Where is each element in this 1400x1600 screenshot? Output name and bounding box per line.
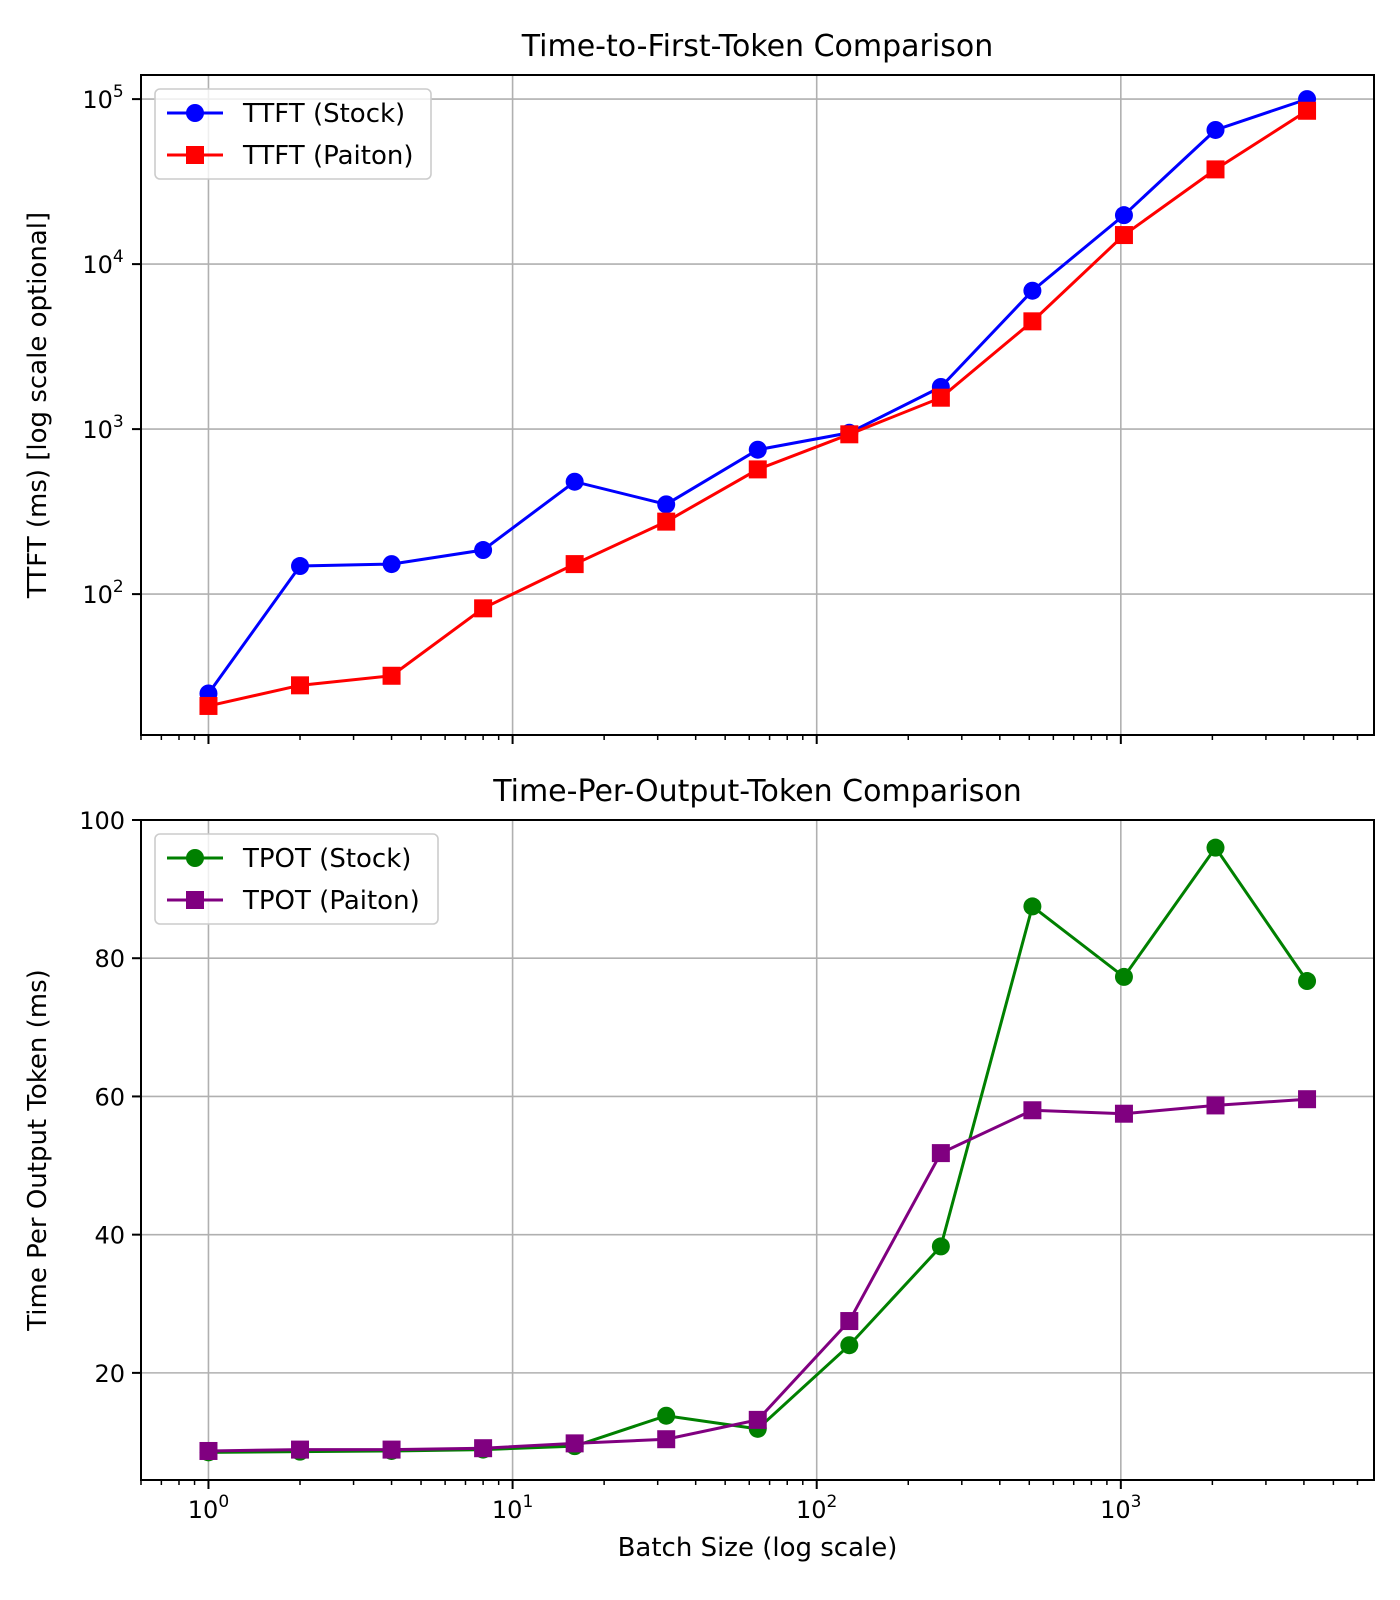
legend-marker xyxy=(186,849,204,867)
data-point xyxy=(1298,1090,1317,1109)
legend-marker xyxy=(186,146,204,164)
data-point xyxy=(382,666,401,685)
y-tick-label: 80 xyxy=(94,945,125,973)
legend-label: TPOT (Stock) xyxy=(242,844,411,874)
series-line xyxy=(208,1097,1308,1453)
y-tick-label: 20 xyxy=(94,1360,125,1388)
data-point xyxy=(1023,1101,1042,1120)
tpot-ticks: 100 101 102 103 20 40 60 80 100 xyxy=(79,807,1359,1524)
data-point xyxy=(657,512,676,531)
legend-label: TPOT (Paiton) xyxy=(242,886,420,916)
legend-box xyxy=(154,833,439,925)
data-point xyxy=(748,440,767,459)
data-point xyxy=(748,1410,767,1429)
ttft-chart-title: Time-to-First-Token Comparison xyxy=(521,29,993,64)
data-point xyxy=(199,1441,218,1460)
data-point xyxy=(931,1144,950,1163)
ttft-ticks: 102 103 104 105 xyxy=(82,82,1359,744)
data-point xyxy=(382,555,401,574)
ttft-chart: Time-to-First-Token Comparison TTFT (ms)… xyxy=(23,29,1375,744)
data-point xyxy=(565,555,584,574)
data-point xyxy=(1298,972,1317,991)
legend-entry: TTFT (Paiton) xyxy=(167,141,414,171)
tpot-chart: Time-Per-Output-Token Comparison Time Pe… xyxy=(23,774,1375,1563)
legend-label: TTFT (Stock) xyxy=(242,99,405,129)
y-tick-label: 103 xyxy=(82,412,123,444)
data-point xyxy=(1206,1096,1225,1115)
y-tick-label: 102 xyxy=(82,577,123,609)
data-point xyxy=(931,1237,950,1256)
ttft-grid xyxy=(141,75,1374,735)
series-tpot-paiton xyxy=(199,1090,1317,1460)
ttft-legend: TTFT (Stock) TTFT (Paiton) xyxy=(154,88,432,180)
series-tpot-stock xyxy=(199,838,1317,1462)
data-point xyxy=(657,495,676,514)
data-point xyxy=(1114,206,1133,225)
y-tick-label: 104 xyxy=(82,247,123,279)
data-point xyxy=(657,1406,676,1425)
data-point xyxy=(474,1439,493,1458)
y-tick-label: 100 xyxy=(79,807,125,835)
ttft-plot-frame xyxy=(140,74,1375,736)
data-point xyxy=(474,541,493,560)
data-point xyxy=(1023,897,1042,916)
legend-entry: TPOT (Paiton) xyxy=(167,886,420,916)
data-point xyxy=(840,1336,859,1355)
data-point xyxy=(1206,160,1225,179)
y-tick-label: 60 xyxy=(94,1083,125,1111)
y-tick-label: 105 xyxy=(82,82,123,114)
data-point xyxy=(931,388,950,407)
data-point xyxy=(1023,281,1042,300)
data-point xyxy=(1023,312,1042,331)
series-ttft-stock xyxy=(199,90,1317,703)
data-point xyxy=(199,696,218,715)
legend-box xyxy=(154,88,432,180)
series-ttft-paiton xyxy=(199,101,1317,715)
series-line xyxy=(207,97,1308,695)
tpot-plot-frame xyxy=(140,819,1375,1481)
data-point xyxy=(291,676,310,695)
ttft-y-axis-label: TTFT (ms) [log scale optional] xyxy=(23,212,53,599)
x-tick-label: 101 xyxy=(492,1492,533,1524)
tpot-series xyxy=(199,838,1317,1462)
x-axis-label: Batch Size (log scale) xyxy=(618,1533,898,1563)
legend-entry: TPOT (Stock) xyxy=(167,844,411,874)
data-point xyxy=(1114,967,1133,986)
tpot-legend: TPOT (Stock) TPOT (Paiton) xyxy=(154,833,439,925)
data-point xyxy=(1114,1104,1133,1123)
data-point xyxy=(657,1430,676,1449)
x-tick-label: 102 xyxy=(796,1492,837,1524)
legend-marker xyxy=(186,891,204,909)
ttft-series xyxy=(199,90,1317,715)
data-point xyxy=(291,557,310,576)
legend-label: TTFT (Paiton) xyxy=(242,141,414,171)
legend-marker xyxy=(186,104,204,122)
tpot-y-axis-label: Time Per Output Token (ms) xyxy=(23,969,53,1332)
data-point xyxy=(840,425,859,444)
data-point xyxy=(840,1312,859,1331)
legend-entry: TTFT (Stock) xyxy=(167,99,405,129)
tpot-chart-title: Time-Per-Output-Token Comparison xyxy=(492,774,1022,809)
data-point xyxy=(1206,838,1225,857)
y-tick-label: 40 xyxy=(94,1222,125,1250)
data-point xyxy=(291,1440,310,1459)
data-point xyxy=(382,1440,401,1459)
series-line xyxy=(208,845,1309,1454)
data-point xyxy=(1206,120,1225,139)
data-point xyxy=(1114,226,1133,245)
data-point xyxy=(474,599,493,618)
data-point xyxy=(565,472,584,491)
data-point xyxy=(565,1434,584,1453)
data-point xyxy=(748,460,767,479)
data-point xyxy=(1298,101,1317,120)
x-tick-label: 103 xyxy=(1100,1492,1141,1524)
x-tick-label: 100 xyxy=(188,1492,229,1524)
